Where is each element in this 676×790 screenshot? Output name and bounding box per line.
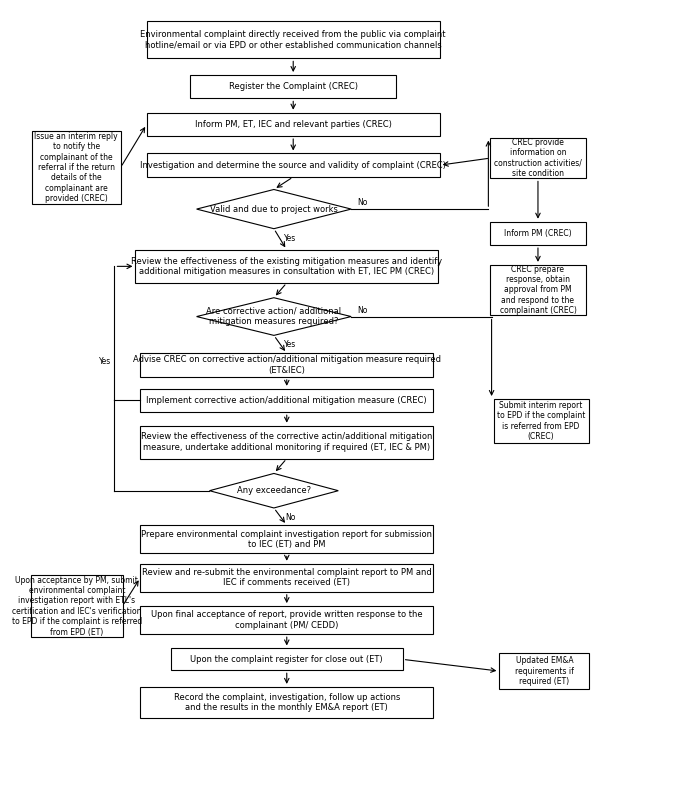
Text: Inform PM, ET, IEC and relevant parties (CREC): Inform PM, ET, IEC and relevant parties … xyxy=(195,120,391,129)
Text: Register the Complaint (CREC): Register the Complaint (CREC) xyxy=(228,82,358,91)
FancyBboxPatch shape xyxy=(140,606,433,634)
Text: Investigation and determine the source and validity of complaint (CREC): Investigation and determine the source a… xyxy=(141,160,446,170)
FancyBboxPatch shape xyxy=(140,426,433,458)
FancyBboxPatch shape xyxy=(493,399,589,443)
Polygon shape xyxy=(210,473,338,508)
Text: Upon the complaint register for close out (ET): Upon the complaint register for close ou… xyxy=(191,655,383,664)
Text: Valid and due to project works: Valid and due to project works xyxy=(210,205,338,213)
Text: Review and re-submit the environmental complaint report to PM and
IEC if comment: Review and re-submit the environmental c… xyxy=(142,568,432,588)
Polygon shape xyxy=(197,298,351,336)
Text: Review the effectiveness of the corrective actin/additional mitigation
measure, : Review the effectiveness of the correcti… xyxy=(141,432,433,452)
Text: Review the effectiveness of the existing mitigation measures and identify
additi: Review the effectiveness of the existing… xyxy=(131,257,442,276)
FancyBboxPatch shape xyxy=(171,649,403,671)
Text: No: No xyxy=(358,306,368,314)
Text: Advise CREC on corrective action/additional mitigation measure required
(ET&IEC): Advise CREC on corrective action/additio… xyxy=(132,356,441,375)
FancyBboxPatch shape xyxy=(490,137,585,179)
Text: CREC provide
information on
construction activities/
site condition: CREC provide information on construction… xyxy=(494,138,582,179)
Text: No: No xyxy=(358,198,368,207)
FancyBboxPatch shape xyxy=(147,113,440,136)
Text: CREC prepare
response, obtain
approval from PM
and respond to the
complainant (C: CREC prepare response, obtain approval f… xyxy=(500,265,577,315)
Text: Upon final acceptance of report, provide written response to the
complainant (PM: Upon final acceptance of report, provide… xyxy=(151,611,422,630)
Text: Prepare environmental complaint investigation report for submission
to IEC (ET) : Prepare environmental complaint investig… xyxy=(141,529,432,549)
Text: Issue an interim reply
to notify the
complainant of the
referral if the return
d: Issue an interim reply to notify the com… xyxy=(34,132,118,203)
Text: No: No xyxy=(285,513,295,522)
Text: Submit interim report
to EPD if the complaint
is referred from EPD
(CREC): Submit interim report to EPD if the comp… xyxy=(497,401,585,441)
Text: Yes: Yes xyxy=(284,340,296,349)
FancyBboxPatch shape xyxy=(147,21,440,58)
FancyBboxPatch shape xyxy=(32,131,120,204)
FancyBboxPatch shape xyxy=(140,687,433,718)
Text: Environmental complaint directly received from the public via complaint
hotline/: Environmental complaint directly receive… xyxy=(141,30,446,49)
Text: Are corrective action/ additional
mitigation measures required?: Are corrective action/ additional mitiga… xyxy=(206,307,341,326)
Text: Record the complaint, investigation, follow up actions
and the results in the mo: Record the complaint, investigation, fol… xyxy=(174,693,400,713)
FancyBboxPatch shape xyxy=(190,75,396,99)
Text: Updated EM&A
requirements if
required (ET): Updated EM&A requirements if required (E… xyxy=(515,656,574,686)
FancyBboxPatch shape xyxy=(500,653,589,689)
FancyBboxPatch shape xyxy=(490,222,585,245)
Text: Yes: Yes xyxy=(284,234,296,243)
Polygon shape xyxy=(197,190,351,228)
FancyBboxPatch shape xyxy=(135,250,438,283)
FancyBboxPatch shape xyxy=(140,389,433,412)
Text: Upon acceptance by PM, submit
environmental complaint
investigation report with : Upon acceptance by PM, submit environmen… xyxy=(11,576,142,637)
Text: Yes: Yes xyxy=(99,357,111,366)
Text: Implement corrective action/additional mitigation measure (CREC): Implement corrective action/additional m… xyxy=(147,396,427,405)
Text: Inform PM (CREC): Inform PM (CREC) xyxy=(504,229,572,238)
FancyBboxPatch shape xyxy=(140,353,433,377)
Text: Any exceedance?: Any exceedance? xyxy=(237,486,311,495)
FancyBboxPatch shape xyxy=(490,265,585,315)
FancyBboxPatch shape xyxy=(147,153,440,177)
FancyBboxPatch shape xyxy=(140,525,433,554)
FancyBboxPatch shape xyxy=(31,575,122,637)
FancyBboxPatch shape xyxy=(140,563,433,592)
